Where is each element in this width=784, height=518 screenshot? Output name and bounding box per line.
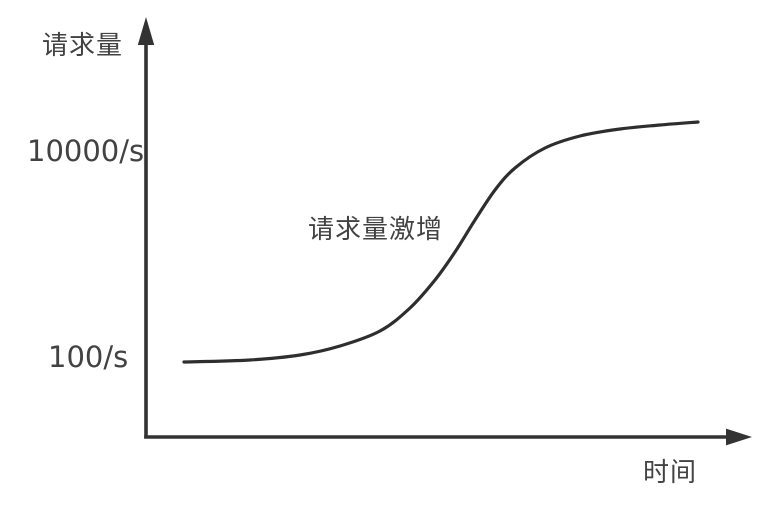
x-axis-title: 时间 bbox=[643, 458, 698, 488]
y-tick-label-10000s: 10000/s bbox=[27, 134, 145, 168]
y-axis-arrowhead-icon bbox=[137, 17, 155, 45]
x-axis-arrowhead-icon bbox=[726, 428, 752, 446]
y-axis-title: 请求量 bbox=[42, 31, 124, 61]
request-volume-curve bbox=[182, 120, 700, 364]
y-tick-label-100s: 100/s bbox=[48, 340, 129, 374]
surge-annotation: 请求量激增 bbox=[308, 215, 444, 245]
